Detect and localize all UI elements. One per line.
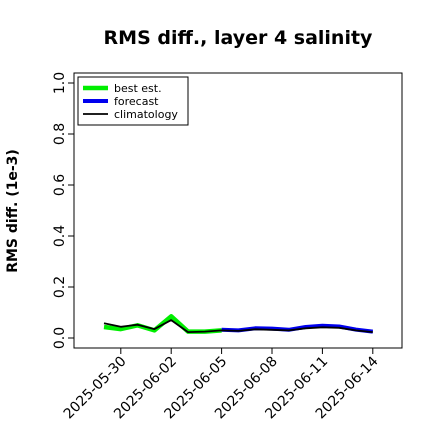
y-tick-label: 0.2 xyxy=(52,276,68,298)
y-axis: 0.0 0.2 0.4 0.6 0.8 1.0 xyxy=(52,72,74,349)
y-tick-label: 0.8 xyxy=(52,123,68,145)
y-tick-label: 0.4 xyxy=(52,225,68,247)
series-line-climatology xyxy=(103,319,373,334)
plot-area xyxy=(73,72,403,349)
y-tick-label: 0.6 xyxy=(52,174,68,196)
x-axis: 2025-05-302025-06-022025-06-052025-06-08… xyxy=(61,348,382,422)
y-tick-label: 1.0 xyxy=(52,72,68,94)
legend-label: best est. xyxy=(114,82,162,95)
legend-label: climatology xyxy=(114,108,178,121)
chart-title: RMS diff., layer 4 salinity xyxy=(104,27,374,49)
y-axis-label: RMS diff. (1e-3) xyxy=(5,149,21,273)
legend-label: forecast xyxy=(114,95,159,108)
y-tick-label: 0.0 xyxy=(52,327,68,349)
series-lines xyxy=(103,314,374,334)
